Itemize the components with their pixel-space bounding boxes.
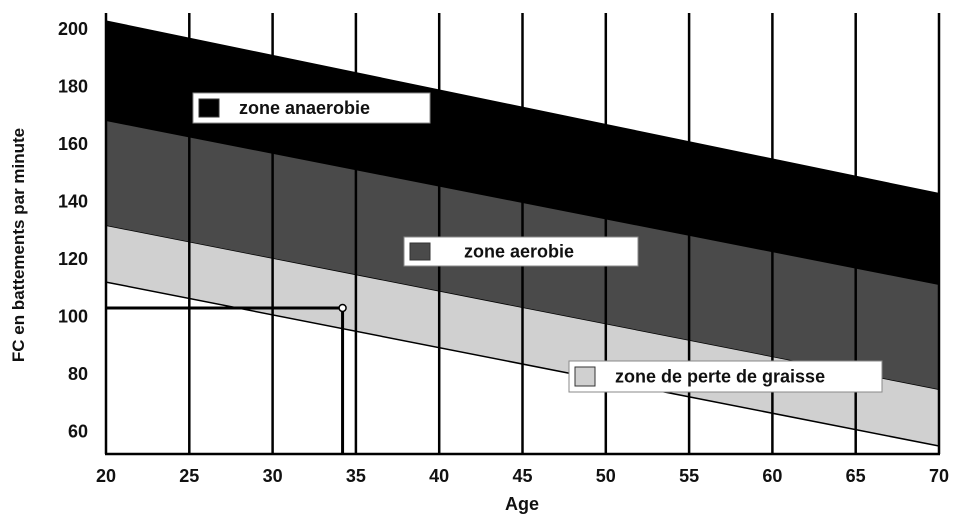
x-tick-label: 60 — [762, 466, 782, 486]
legend-box-2 — [568, 360, 883, 393]
y-tick-label: 80 — [68, 364, 88, 384]
y-tick-label: 180 — [58, 77, 88, 97]
x-tick-label: 20 — [96, 466, 116, 486]
x-tick-label: 55 — [679, 466, 699, 486]
legend-labels: zone anaerobie zone aerobie zone de perte … — [192, 92, 883, 393]
x-tick-label: 25 — [179, 466, 199, 486]
x-tick-label: 70 — [929, 466, 949, 486]
legend-swatch-0 — [198, 98, 220, 118]
y-tick-label: 60 — [68, 422, 88, 442]
y-tick-label: 200 — [58, 19, 88, 39]
marker-point — [338, 303, 347, 313]
x-tick-label: 45 — [512, 466, 532, 486]
y-tick-label: 140 — [58, 192, 88, 212]
y-tick-label: 120 — [58, 249, 88, 269]
legend-swatch-1 — [409, 242, 431, 261]
x-tick-label: 40 — [429, 466, 449, 486]
legend-label-0: zone anaerobie — [239, 98, 370, 118]
legend-label-2: zone de perte de graisse — [615, 367, 825, 387]
legend-box-1 — [403, 236, 639, 267]
legend-box-0 — [192, 92, 431, 124]
legend-swatch-2 — [574, 366, 596, 387]
y-tick-label: 100 — [58, 307, 88, 327]
marker — [106, 303, 347, 454]
y-tick-label: 160 — [58, 134, 88, 154]
x-axis-label: Age — [505, 494, 539, 514]
x-tick-label: 35 — [346, 466, 366, 486]
x-tick-label: 50 — [596, 466, 616, 486]
y-axis-label: FC en battements par minute — [9, 128, 28, 362]
axes: 20 25 30 35 40 45 50 55 60 65 70 60 80 100 120 140 160 18… — [58, 19, 949, 486]
x-tick-label: 30 — [263, 466, 283, 486]
legend-label-1: zone aerobie — [464, 242, 574, 262]
x-tick-label: 65 — [846, 466, 866, 486]
